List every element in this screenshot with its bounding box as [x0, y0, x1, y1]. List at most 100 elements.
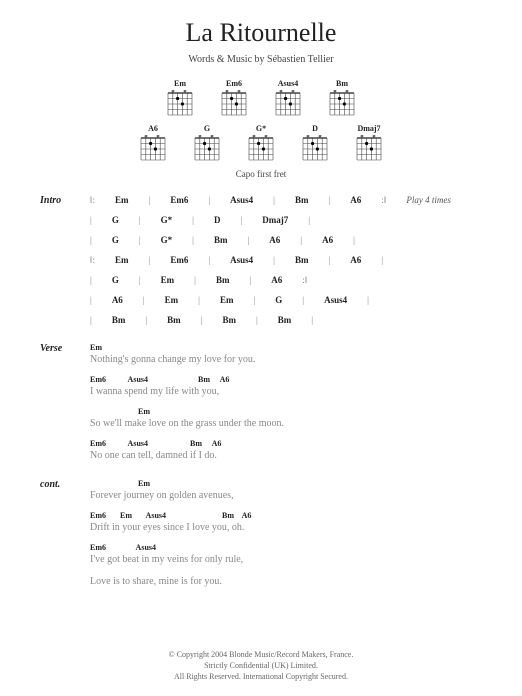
chord-progression-line: |A6|Em|Em|G|Asus4| — [90, 295, 482, 305]
chord-symbol: A6 — [269, 235, 280, 245]
barline-icon: | — [367, 295, 369, 305]
intro-body: ‖:Em|Em6|Asus4|Bm|A6:‖Play 4 times|G|G*|… — [90, 195, 482, 335]
chord-symbol: A6 — [350, 255, 361, 265]
lyric-block: EmSo we'll make love on the grass under … — [90, 407, 482, 431]
barline-icon: | — [273, 255, 275, 265]
chord-symbol: A6 — [112, 295, 123, 305]
chord-symbol: Asus4 — [230, 255, 253, 265]
chord-symbol: Em — [161, 275, 175, 285]
lyric-chord-line: Em — [90, 407, 482, 417]
lyric-text-line: I've got beat in my veins for only rule, — [90, 553, 482, 567]
chord-grid-icon — [327, 90, 357, 118]
chord-symbol: Em — [220, 295, 234, 305]
barline-icon: | — [194, 275, 196, 285]
intro-label: Intro — [40, 195, 90, 335]
lyric-chord-line: Em — [90, 343, 482, 353]
chord-grid-icon — [165, 90, 195, 118]
song-title: La Ritournelle — [40, 18, 482, 48]
barline-icon: | — [90, 275, 92, 285]
cont-section: cont. EmForever journey on golden avenue… — [40, 479, 482, 597]
chord-symbol: Asus4 — [230, 195, 253, 205]
lyric-text-line: Forever journey on golden avenues, — [90, 489, 482, 503]
chord-diagram-label: Dmaj7 — [357, 124, 380, 133]
barline-icon: | — [308, 215, 310, 225]
chord-symbol: A6 — [322, 235, 333, 245]
cont-label: cont. — [40, 479, 90, 597]
chord-grid-icon — [354, 135, 384, 163]
barline-icon: | — [149, 255, 151, 265]
chord-diagram-label: D — [312, 124, 318, 133]
barline-icon: | — [90, 315, 92, 325]
lyric-text-line: I wanna spend my life with you, — [90, 385, 482, 399]
lyric-block: Em6 Em Asus4 Bm A6 Drift in your eyes si… — [90, 511, 482, 535]
chord-diagram: Em — [161, 79, 199, 118]
chord-grid-icon — [192, 135, 222, 163]
chord-symbol: Bm — [167, 315, 181, 325]
lyric-text-line: Drift in your eyes since I love you, oh. — [90, 521, 482, 535]
barline-icon: | — [353, 235, 355, 245]
chord-progression-line: |G|G*|Bm|A6|A6| — [90, 235, 482, 245]
chord-symbol: G — [112, 275, 119, 285]
chord-diagram-label: Asus4 — [278, 79, 298, 88]
chord-symbol: Bm — [278, 315, 292, 325]
barline-icon: | — [145, 315, 147, 325]
chord-symbol: Bm — [216, 275, 230, 285]
chord-diagram-label: Em — [174, 79, 186, 88]
lyric-chord-line: Em6 Em Asus4 Bm A6 — [90, 511, 482, 521]
chord-progression-line: |Bm|Bm|Bm|Bm| — [90, 315, 482, 325]
barline-icon: | — [273, 195, 275, 205]
barline-icon: | — [198, 295, 200, 305]
chord-symbol: G* — [161, 215, 173, 225]
copyright-line: All Rights Reserved. International Copyr… — [0, 671, 522, 682]
lyric-block: Em6 Asus4I've got beat in my veins for o… — [90, 543, 482, 567]
barline-icon: | — [302, 295, 304, 305]
chord-grid-icon — [219, 90, 249, 118]
chord-grid-icon — [138, 135, 168, 163]
barline-icon: | — [256, 315, 258, 325]
lyric-text-line: So we'll make love on the grass under th… — [90, 417, 482, 431]
lyric-chord-line: Em — [90, 479, 482, 489]
chord-symbol: Bm — [112, 315, 126, 325]
barline-icon: | — [328, 195, 330, 205]
chord-symbol: Bm — [295, 255, 309, 265]
chord-diagram-row-1: Em Em6 Asus4 Bm — [40, 79, 482, 118]
chord-symbol: G — [275, 295, 282, 305]
barline-icon: | — [201, 315, 203, 325]
chord-diagram: Em6 — [215, 79, 253, 118]
chord-symbol: G* — [161, 235, 173, 245]
barline-icon: | — [300, 235, 302, 245]
play-instruction: Play 4 times — [406, 195, 451, 205]
lyric-text-line: Nothing's gonna change my love for you. — [90, 353, 482, 367]
chord-symbol: D — [214, 215, 221, 225]
barline-icon: :‖ — [381, 195, 386, 205]
chord-diagram-label: Bm — [336, 79, 348, 88]
chord-diagram-label: A6 — [148, 124, 158, 133]
barline-icon: | — [249, 275, 251, 285]
barline-icon: | — [240, 215, 242, 225]
barline-icon: | — [381, 255, 383, 265]
barline-icon: | — [139, 275, 141, 285]
byline: Words & Music by Sébastien Tellier — [40, 54, 482, 65]
chord-symbol: Em — [115, 195, 129, 205]
barline-icon: | — [192, 235, 194, 245]
chord-progression-line: |G|G*|D|Dmaj7| — [90, 215, 482, 225]
chord-symbol: Em — [165, 295, 179, 305]
lyric-block: Love is to share, mine is for you. — [90, 575, 482, 589]
chord-symbol: Em6 — [170, 255, 188, 265]
barline-icon: | — [149, 195, 151, 205]
chord-progression-line: ‖:Em|Em6|Asus4|Bm|A6:‖Play 4 times — [90, 195, 482, 205]
barline-icon: :‖ — [302, 275, 307, 285]
chord-diagram: A6 — [134, 124, 172, 163]
lyric-chord-line: Em6 Asus4 Bm A6 — [90, 375, 482, 385]
lyric-block: EmNothing's gonna change my love for you… — [90, 343, 482, 367]
verse-body: EmNothing's gonna change my love for you… — [90, 343, 482, 471]
lyric-block: Em6 Asus4 Bm A6 No one can tell, damned … — [90, 439, 482, 463]
chord-symbol: Bm — [222, 315, 236, 325]
copyright-line: © Copyright 2004 Blonde Music/Record Mak… — [0, 649, 522, 660]
chord-diagram: D — [296, 124, 334, 163]
chord-diagram: Bm — [323, 79, 361, 118]
barline-icon: | — [90, 295, 92, 305]
barline-icon: | — [90, 235, 92, 245]
chord-diagram: Dmaj7 — [350, 124, 388, 163]
barline-icon: | — [208, 255, 210, 265]
